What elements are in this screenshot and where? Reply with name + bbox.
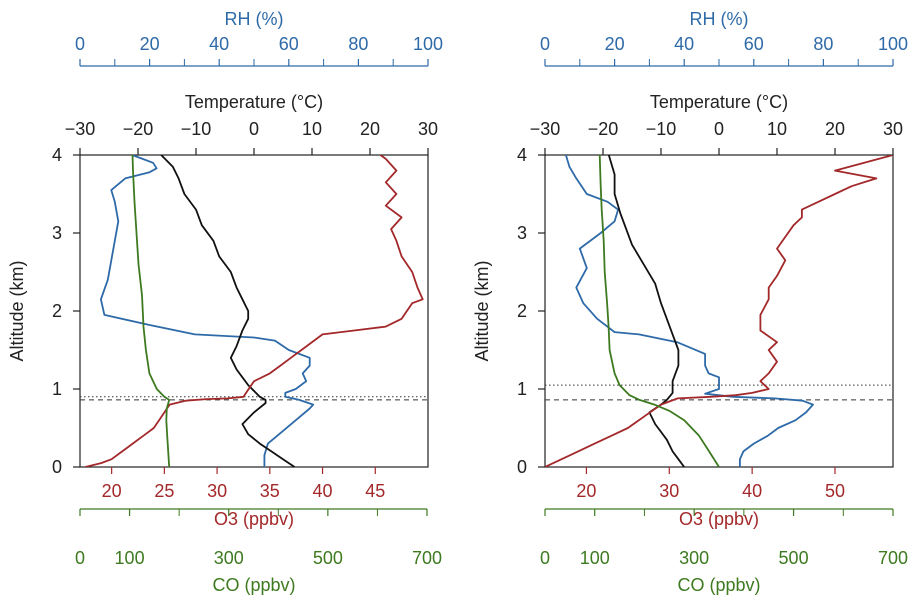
co-tick-label: 700 [412, 548, 442, 568]
rh-tick-label: 0 [75, 34, 85, 54]
rh-tick-label: 60 [744, 34, 764, 54]
rh-tick-label: 100 [413, 34, 443, 54]
rh-tick-label: 20 [605, 34, 625, 54]
co-tick-label: 700 [878, 548, 908, 568]
altitude-tick-label: 2 [52, 301, 62, 321]
co-tick-label: 0 [75, 548, 85, 568]
co-tick-label: 500 [779, 548, 809, 568]
temperature-tick-label: 10 [767, 119, 787, 139]
temperature-axis-label: Temperature (°C) [185, 92, 323, 112]
temperature-profile-line [607, 155, 685, 467]
co-axis-label: CO (ppbv) [677, 575, 760, 595]
altitude-axis-label: Altitude (km) [7, 260, 27, 361]
temperature-tick-label: −30 [530, 119, 561, 139]
o3-tick-label: 25 [154, 481, 174, 501]
altitude-axis-label: Altitude (km) [472, 260, 492, 361]
temperature-tick-label: 30 [883, 119, 903, 139]
co-tick-label: 100 [580, 548, 610, 568]
temperature-tick-label: −20 [588, 119, 619, 139]
rh-tick-label: 40 [209, 34, 229, 54]
altitude-tick-label: 4 [517, 145, 527, 165]
temperature-tick-label: 0 [714, 119, 724, 139]
co-tick-label: 0 [540, 548, 550, 568]
co-axis-label: CO (ppbv) [212, 575, 295, 595]
temperature-tick-label: −10 [181, 119, 212, 139]
altitude-tick-label: 2 [517, 301, 527, 321]
rh-tick-label: 60 [279, 34, 299, 54]
altitude-tick-label: 0 [52, 457, 62, 477]
o3-tick-label: 20 [576, 481, 596, 501]
temperature-tick-label: −20 [123, 119, 154, 139]
o3-tick-label: 20 [102, 481, 122, 501]
rh-tick-label: 40 [674, 34, 694, 54]
co-tick-label: 300 [214, 548, 244, 568]
rh-profile-line [100, 155, 315, 467]
rh-axis-label: RH (%) [225, 9, 284, 29]
o3-tick-label: 40 [742, 481, 762, 501]
o3-profile-line [545, 155, 893, 467]
altitude-tick-label: 3 [52, 223, 62, 243]
altitude-tick-label: 0 [517, 457, 527, 477]
o3-tick-label: 35 [260, 481, 280, 501]
co-tick-label: 500 [313, 548, 343, 568]
temperature-axis-label: Temperature (°C) [650, 92, 788, 112]
o3-tick-label: 40 [313, 481, 333, 501]
rh-profile-line [565, 155, 814, 467]
o3-profile-line [85, 155, 424, 467]
plot-frame [79, 154, 429, 468]
o3-axis-label: O3 (ppbv) [214, 509, 294, 529]
rh-tick-label: 80 [813, 34, 833, 54]
altitude-tick-label: 4 [52, 145, 62, 165]
altitude-tick-label: 1 [52, 379, 62, 399]
co-tick-label: 300 [679, 548, 709, 568]
rh-tick-label: 80 [348, 34, 368, 54]
o3-tick-label: 30 [207, 481, 227, 501]
rh-tick-label: 100 [878, 34, 908, 54]
rh-axis-label: RH (%) [690, 9, 749, 29]
temperature-tick-label: 0 [249, 119, 259, 139]
rh-tick-label: 20 [140, 34, 160, 54]
temperature-tick-label: 20 [825, 119, 845, 139]
co-profile-line [131, 155, 171, 467]
temperature-tick-label: 10 [302, 119, 322, 139]
co-profile-line [598, 155, 720, 467]
o3-tick-label: 45 [365, 481, 385, 501]
altitude-tick-label: 1 [517, 379, 527, 399]
temperature-tick-label: 20 [360, 119, 380, 139]
temperature-tick-label: −30 [65, 119, 96, 139]
rh-tick-label: 0 [540, 34, 550, 54]
plot-frame [544, 154, 894, 468]
co-tick-label: 100 [115, 548, 145, 568]
altitude-tick-label: 3 [517, 223, 527, 243]
o3-axis-label: O3 (ppbv) [679, 509, 759, 529]
temperature-profile-line [160, 155, 296, 467]
o3-tick-label: 50 [825, 481, 845, 501]
temperature-tick-label: −10 [646, 119, 677, 139]
o3-tick-label: 30 [659, 481, 679, 501]
temperature-tick-label: 30 [418, 119, 438, 139]
